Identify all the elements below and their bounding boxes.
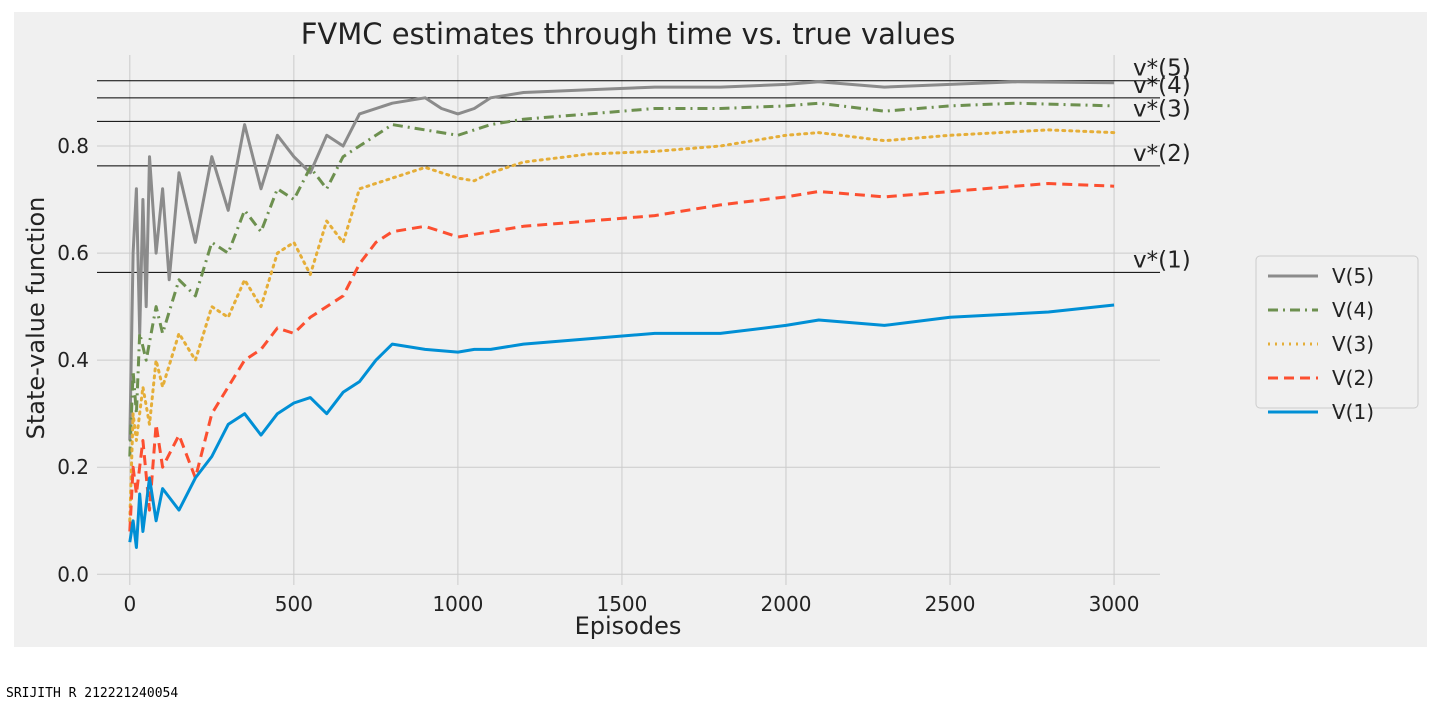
series-line (128, 80, 1115, 441)
y-tick-label: 0.4 (57, 348, 89, 372)
x-tick-label: 1000 (432, 592, 483, 616)
series-line (128, 128, 1116, 523)
series-lines (128, 80, 1116, 549)
caption-text: SRIJITH R 212221240054 (6, 686, 179, 701)
x-tick-label: 1500 (596, 592, 647, 616)
true-value-label: v*(4) (1133, 73, 1191, 99)
legend-label: V(1) (1332, 400, 1374, 424)
y-tick-label: 0.8 (57, 134, 89, 158)
y-tick-label: 0.2 (57, 455, 89, 479)
legend-label: V(5) (1332, 264, 1374, 288)
x-tick-label: 3000 (1089, 592, 1140, 616)
legend-box (1255, 255, 1419, 409)
grid-lines (97, 55, 1160, 585)
x-tick-label: 2500 (925, 592, 976, 616)
y-tick-label: 0.0 (57, 562, 89, 586)
plot-area (97, 55, 1160, 585)
true-value-label: v*(1) (1133, 247, 1191, 273)
legend: V(5) V(4) V(3) V(2) V(1) (1255, 255, 1419, 424)
true-value-lines: v*(1) v*(2) v*(3)v*(4)v*(5) (97, 56, 1191, 273)
true-value-label: v*(2) (1133, 141, 1191, 167)
x-tick-label: 500 (275, 592, 313, 616)
series-line (128, 303, 1115, 549)
true-value-label: v*(3) (1133, 96, 1191, 122)
x-tick-label: 0 (123, 592, 136, 616)
y-tick-label: 0.6 (57, 241, 89, 265)
legend-label: V(2) (1332, 366, 1374, 390)
true-value-label: v*(5) (1133, 56, 1191, 82)
chart-title: FVMC estimates through time vs. true val… (301, 17, 956, 51)
legend-label: V(4) (1332, 298, 1374, 322)
x-tick-label: 2000 (761, 592, 812, 616)
axis-ticks: 0 500 1000 1500 2000 2500 3000 0.0 0.2 0.4 0.6 0.8 (57, 134, 1139, 616)
x-axis-label: Episodes (575, 612, 682, 640)
legend-label: V(3) (1332, 332, 1374, 356)
y-axis-label: State-value function (22, 197, 50, 440)
series-line (128, 182, 1115, 532)
